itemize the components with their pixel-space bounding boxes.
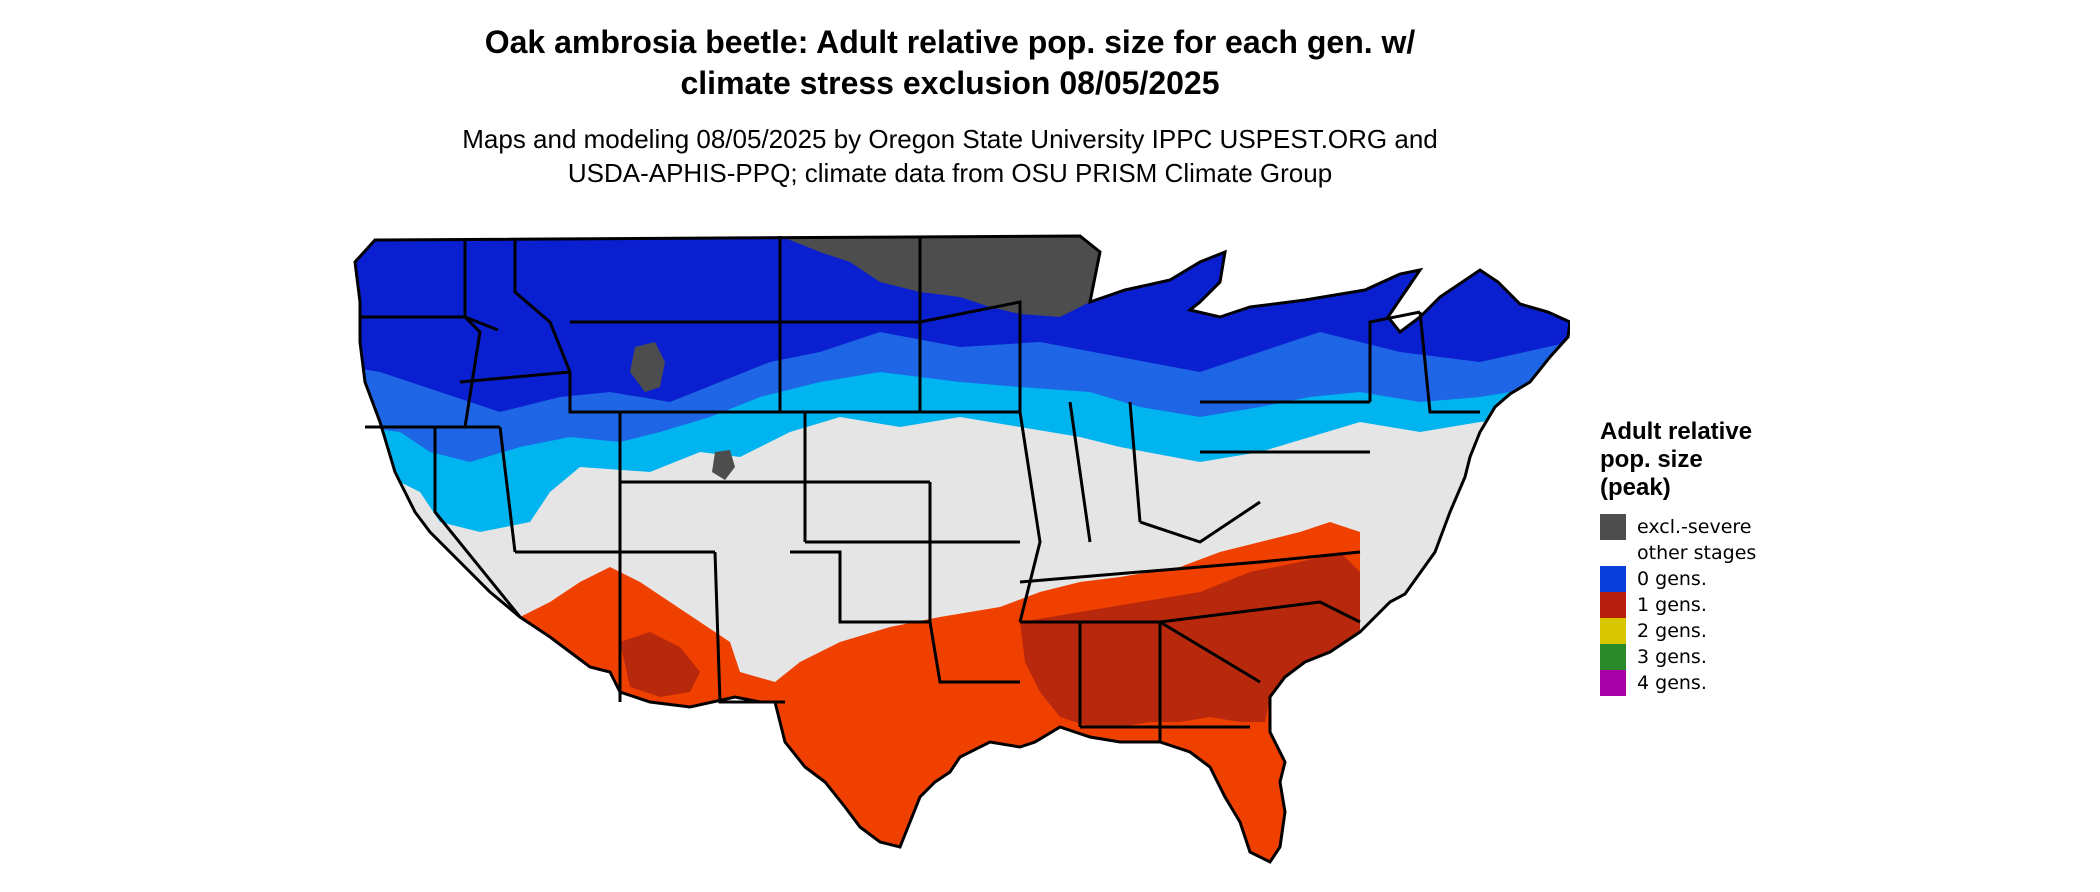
border-il xyxy=(1018,411,1042,623)
region-excluded-co xyxy=(712,450,735,480)
region-excluded-north xyxy=(780,236,1110,317)
border-ca-nv xyxy=(433,427,522,618)
border-tn-north xyxy=(1019,560,1261,584)
legend-swatch xyxy=(1600,670,1626,696)
map-legend: Adult relative pop. size (peak) excl.-se… xyxy=(1600,418,1820,696)
map-subtitle: Maps and modeling 08/05/2025 by Oregon S… xyxy=(0,122,1900,190)
border-nc-sc xyxy=(1159,600,1361,624)
legend-label: 4 gens. xyxy=(1637,672,1707,694)
border-ky-wv xyxy=(1139,500,1261,544)
us-outline xyxy=(353,234,1570,864)
legend-label: other stages xyxy=(1637,542,1757,564)
legend-title-line-3: (peak) xyxy=(1600,474,1671,501)
legend-swatch xyxy=(1600,644,1626,670)
border-ar-la xyxy=(928,621,1020,684)
border-in xyxy=(1068,401,1092,543)
border-ga-sc xyxy=(1159,620,1261,684)
border-nv-ut xyxy=(498,426,517,553)
legend-title-line-1: Adult relative xyxy=(1600,418,1753,445)
state-borders xyxy=(353,234,1570,864)
legend-label: 0 gens. xyxy=(1637,568,1707,590)
legend-swatch xyxy=(1600,540,1626,566)
legend-item: other stages xyxy=(1600,540,1820,566)
legend-label: excl.-severe xyxy=(1637,516,1752,538)
legend-swatch xyxy=(1600,514,1626,540)
border-id-mt xyxy=(513,240,572,373)
legend-item: 1 gens. xyxy=(1600,592,1820,618)
legend-items: excl.-severe other stages 0 gens. 1 gens. 2 … xyxy=(1600,514,1820,696)
legend-item: 0 gens. xyxy=(1600,566,1820,592)
legend-item: excl.-severe xyxy=(1600,514,1820,540)
border-ok-tx xyxy=(790,550,930,624)
border-id-wy xyxy=(459,370,571,384)
legend-label: 3 gens. xyxy=(1637,646,1707,668)
legend-swatch xyxy=(1600,618,1626,644)
border-nm-tx xyxy=(713,551,785,704)
legend-label: 2 gens. xyxy=(1637,620,1707,642)
legend-title: Adult relative pop. size (peak) xyxy=(1600,418,1820,502)
map-title: Oak ambrosia beetle: Adult relative pop.… xyxy=(0,22,1900,104)
map-fill-regions xyxy=(355,236,1570,862)
legend-item: 4 gens. xyxy=(1600,670,1820,696)
legend-item: 3 gens. xyxy=(1600,644,1820,670)
legend-swatch xyxy=(1600,592,1626,618)
border-ne-states xyxy=(1418,311,1480,414)
legend-label: 1 gens. xyxy=(1637,594,1707,616)
legend-item: 2 gens. xyxy=(1600,618,1820,644)
border-oh xyxy=(1128,401,1142,523)
region-excluded-wy xyxy=(630,342,665,392)
border-ny-ne xyxy=(1368,310,1421,402)
us-pest-map xyxy=(353,234,1570,864)
title-line-1: Oak ambrosia beetle: Adult relative pop.… xyxy=(484,24,1416,60)
legend-title-line-2: pop. size xyxy=(1600,446,1703,473)
subtitle-line-2: USDA-APHIS-PPQ; climate data from OSU PR… xyxy=(567,158,1333,188)
legend-swatch xyxy=(1600,566,1626,592)
title-line-2: climate stress exclusion 08/05/2025 xyxy=(680,65,1220,101)
border-wy-ut xyxy=(568,372,622,482)
region-one-gen-dark-west xyxy=(620,632,700,697)
border-mn-wi xyxy=(919,300,1022,412)
subtitle-line-1: Maps and modeling 08/05/2025 by Oregon S… xyxy=(462,124,1438,154)
border-va-nc xyxy=(1259,550,1361,564)
